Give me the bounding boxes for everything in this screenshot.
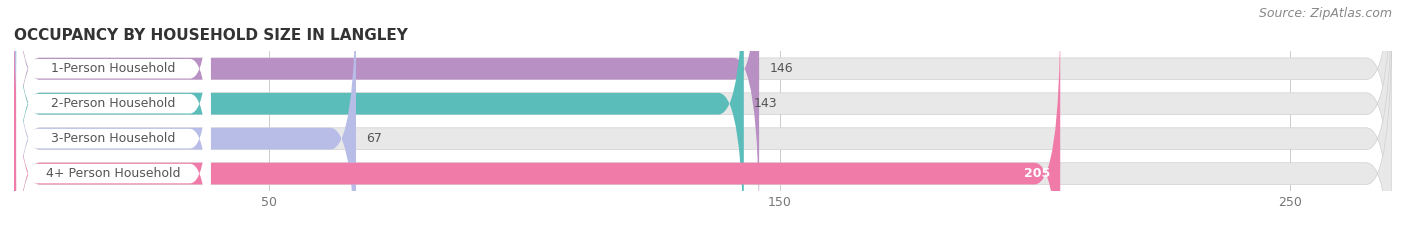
Text: 1-Person Household: 1-Person Household	[52, 62, 176, 75]
Text: 4+ Person Household: 4+ Person Household	[46, 167, 181, 180]
FancyBboxPatch shape	[14, 0, 1392, 233]
Text: 3-Person Household: 3-Person Household	[52, 132, 176, 145]
Text: 205: 205	[1024, 167, 1050, 180]
FancyBboxPatch shape	[17, 9, 211, 233]
FancyBboxPatch shape	[17, 44, 211, 233]
FancyBboxPatch shape	[14, 0, 356, 233]
Text: OCCUPANCY BY HOUSEHOLD SIZE IN LANGLEY: OCCUPANCY BY HOUSEHOLD SIZE IN LANGLEY	[14, 28, 408, 43]
Text: Source: ZipAtlas.com: Source: ZipAtlas.com	[1258, 7, 1392, 20]
FancyBboxPatch shape	[14, 0, 759, 233]
FancyBboxPatch shape	[14, 10, 1060, 233]
FancyBboxPatch shape	[17, 0, 211, 233]
Text: 2-Person Household: 2-Person Household	[52, 97, 176, 110]
FancyBboxPatch shape	[14, 10, 1392, 233]
Text: 143: 143	[754, 97, 778, 110]
FancyBboxPatch shape	[17, 0, 211, 199]
Text: 146: 146	[769, 62, 793, 75]
FancyBboxPatch shape	[14, 0, 1392, 233]
FancyBboxPatch shape	[14, 0, 1392, 233]
Text: 67: 67	[366, 132, 382, 145]
FancyBboxPatch shape	[14, 0, 744, 233]
